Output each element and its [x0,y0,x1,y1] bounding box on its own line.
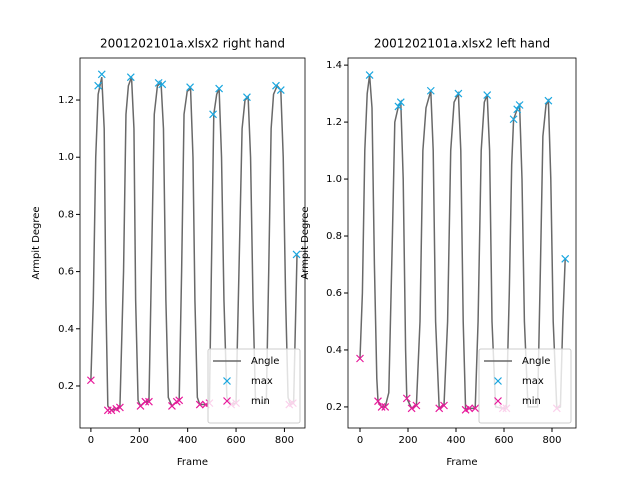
marker [544,96,553,105]
marker [172,397,181,406]
marker [402,394,411,403]
y-tick-label: 0.4 [326,345,342,356]
marker [412,401,421,410]
x-tick-label: 0 [357,435,363,446]
marker [513,105,522,114]
x-tick-label: 600 [494,435,513,446]
marker [97,70,106,79]
x-tick-label: 600 [227,435,246,446]
y-tick-label: 1.2 [326,117,342,128]
legend-box [478,348,572,424]
legend-marker [223,377,231,385]
marker [292,250,301,259]
x-axis-label: Frame [446,457,477,468]
legend: Angle max min [478,348,572,424]
marker [561,254,570,263]
marker [407,404,416,413]
marker [426,86,435,95]
x-tick-label: 800 [275,435,294,446]
x-tick-label: 0 [88,435,94,446]
y-axis-label: Armpit Degree [300,206,311,279]
legend-marker [223,397,231,405]
marker [103,406,112,415]
marker [465,404,474,413]
y-tick-label: 0.8 [58,209,74,220]
marker [141,397,150,406]
legend-label: max [251,376,273,387]
marker [243,93,251,102]
y-tick-label: 0.4 [58,324,74,335]
legend: Angle max min [207,348,301,424]
marker [377,402,386,411]
marker [186,83,195,92]
marker [471,404,480,413]
marker [396,98,405,107]
marker [374,397,382,406]
x-axis-label: Frame [177,457,208,468]
marker [365,71,374,80]
marker [509,115,518,124]
marker [381,402,390,411]
y-axis-label: Armpit Degree [31,206,42,279]
marker [175,396,184,405]
marker [94,81,103,90]
y-tick-label: 0.6 [58,267,74,278]
legend-label: Angle [522,356,550,367]
marker [86,376,95,385]
marker [356,354,364,363]
marker [209,110,217,119]
x-tick-label: 200 [398,435,417,446]
marker [394,102,403,111]
marker [440,401,448,410]
legend-label: min [522,396,541,407]
x-tick-label: 400 [178,435,197,446]
y-tick-label: 1.4 [326,60,342,71]
marker [158,80,167,89]
x-tick-label: 400 [446,435,465,446]
marker [515,101,524,109]
y-tick-label: 0.2 [58,381,74,392]
axes-frame [79,57,306,429]
marker [195,400,204,409]
marker [435,404,444,413]
legend-box [207,348,301,424]
subplot: 2001202101a.xlsx2 left hand Frame Armpit D… [300,37,577,468]
legend-marker [494,377,502,385]
marker [126,73,135,82]
y-tick-label: 1.0 [326,174,342,185]
x-tick-label: 200 [130,435,149,446]
y-tick-label: 0.6 [326,288,342,299]
y-tick-label: 0.8 [326,231,342,242]
subplot: 2001202101a.xlsx2 right hand Frame Armpit … [31,37,306,468]
axes-frame [347,57,577,429]
marker [454,89,463,98]
legend-label: Angle [251,356,279,367]
legend-label: max [522,376,544,387]
chart-title: 2001202101a.xlsx2 right hand [100,37,285,51]
marker [145,397,153,406]
marker [115,403,124,412]
x-tick-label: 800 [542,435,561,446]
marker [215,84,224,93]
y-tick-label: 0.2 [326,402,342,413]
marker [276,86,285,94]
chart-title: 2001202101a.xlsx2 left hand [374,37,550,51]
marker [107,406,116,415]
y-tick-label: 1.2 [58,95,74,106]
marker [483,91,492,99]
y-tick-label: 1.0 [58,152,74,163]
legend-label: min [251,396,270,407]
legend-marker [494,397,502,405]
